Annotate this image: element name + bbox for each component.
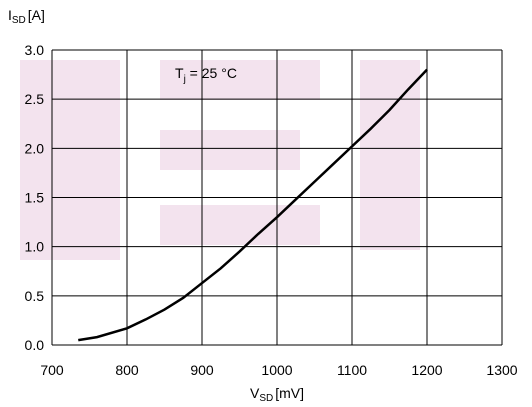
y-tick-label: 2.5 [25,91,45,107]
annotation-sub: j [183,74,186,85]
x-axis-label: VSD [mV] [250,385,304,404]
annotation-symbol: T [175,65,184,81]
label-sub: SD [259,393,273,404]
watermark [20,60,420,260]
y-tick-label: 3.0 [25,42,45,58]
x-tick-label: 800 [115,362,139,378]
y-tick-label: 1.5 [25,190,45,206]
label-unit: [mV] [275,385,304,401]
annotation: Tj = 25 °C [175,65,237,85]
y-tick-label: 0.5 [25,288,45,304]
y-tick-label: 0.0 [25,337,45,353]
line-series [78,68,428,342]
label-symbol: V [250,385,260,401]
label-symbol: I [8,7,12,23]
label-sub: SD [12,15,26,26]
y-tick-label: 2.0 [25,140,45,156]
x-tick-label: 700 [40,362,64,378]
y-axis-label: ISD [A] [8,7,45,26]
x-tick-label: 1000 [261,362,292,378]
x-tick-label: 1300 [486,362,517,378]
label-unit: [A] [28,7,45,23]
x-tick-label: 1100 [337,362,367,378]
x-tick-label: 900 [190,362,214,378]
annotation-text: = 25 °C [186,65,237,81]
x-tick-label: 1200 [411,362,442,378]
y-tick-label: 1.0 [25,239,45,255]
